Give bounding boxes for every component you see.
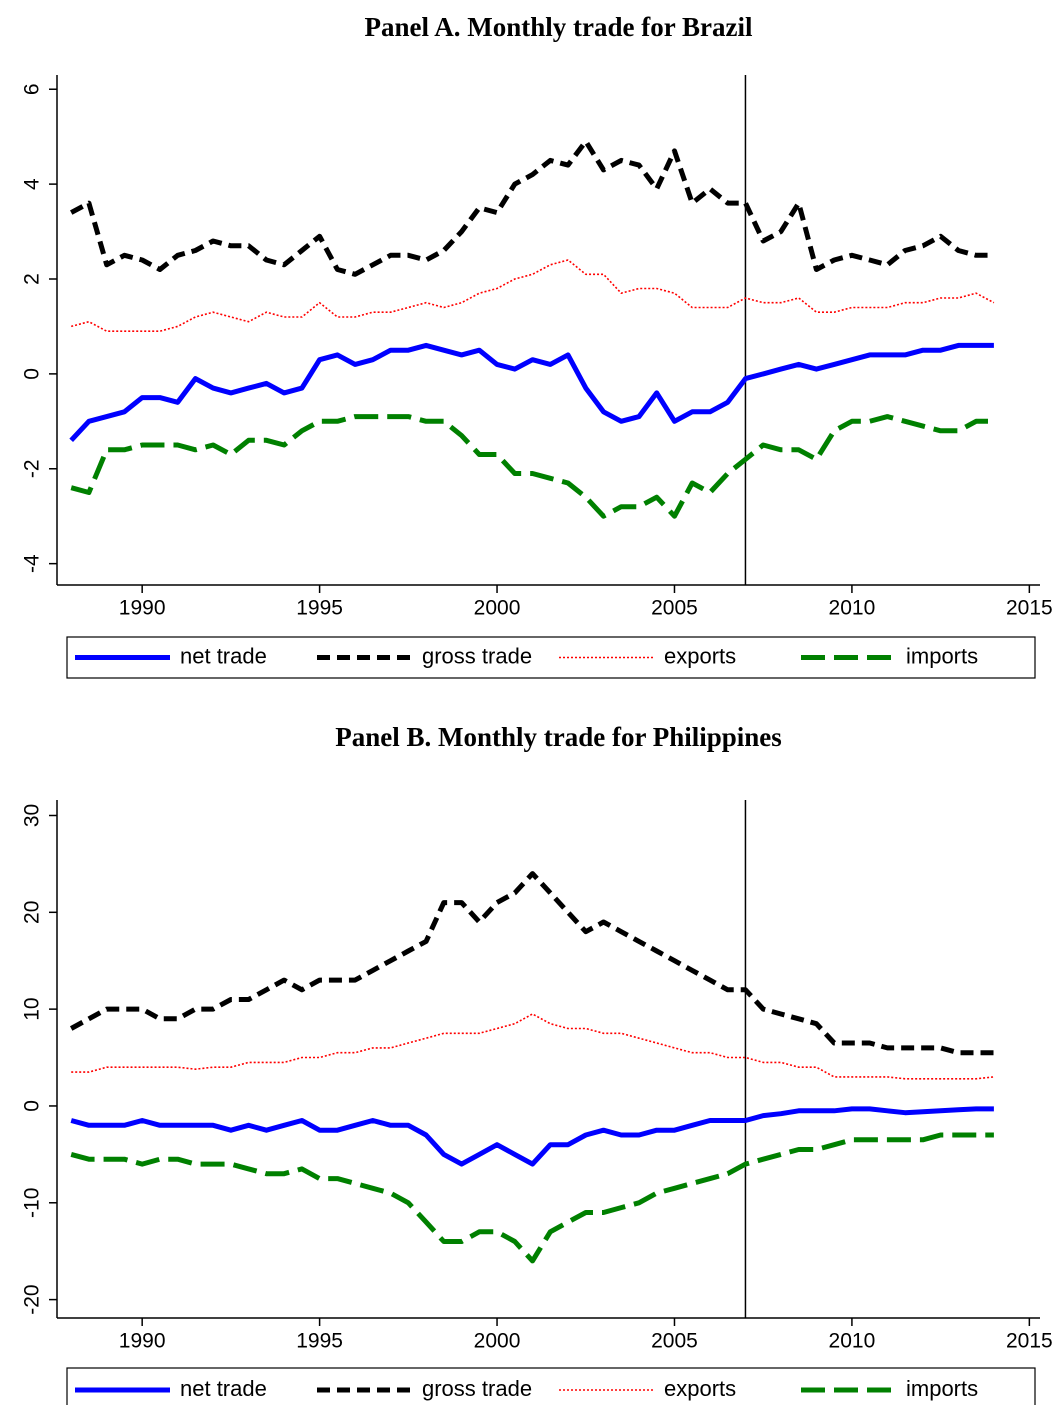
y-tick-label: 20 — [21, 901, 44, 924]
chart-title: Panel B. Monthly trade for Philippines — [335, 722, 782, 752]
series-line — [70, 259, 995, 332]
y-tick-label: 0 — [21, 1100, 44, 1112]
legend-label: gross trade — [422, 643, 532, 668]
legend-box — [66, 636, 1036, 679]
x-tick-label: 1995 — [296, 597, 343, 620]
series-line — [69, 871, 994, 1056]
x-tick-label: 2010 — [829, 597, 876, 620]
y-tick-label: 10 — [21, 997, 44, 1020]
y-tick-label: -4 — [21, 554, 44, 573]
x-tick-label: 2015 — [1006, 597, 1053, 620]
x-tick-label: 2015 — [1006, 1330, 1053, 1353]
y-tick-label: -2 — [21, 459, 44, 478]
series-line — [70, 414, 994, 519]
series-line — [70, 1106, 994, 1167]
y-tick-label: 6 — [21, 83, 44, 95]
legend-label: exports — [664, 1376, 736, 1401]
legend-label: gross trade — [422, 1376, 532, 1401]
y-tick-label: 2 — [21, 273, 44, 285]
x-tick-label: 1995 — [296, 1330, 343, 1353]
y-tick-label: 0 — [21, 368, 44, 380]
y-tick-label: 4 — [21, 178, 44, 190]
x-tick-label: 2000 — [474, 597, 521, 620]
legend-box — [66, 1367, 1036, 1405]
series-line — [70, 1132, 994, 1264]
series-line — [70, 138, 994, 277]
y-tick-label: -20 — [21, 1284, 44, 1314]
legend-label: imports — [906, 1376, 978, 1401]
series-line — [71, 1013, 994, 1080]
series-line — [69, 342, 994, 443]
x-tick-label: 2010 — [829, 1330, 876, 1353]
y-tick-label: -10 — [21, 1188, 44, 1218]
x-tick-label: 2005 — [651, 1330, 698, 1353]
legend-label: exports — [664, 643, 736, 668]
x-tick-label: 2000 — [474, 1330, 521, 1353]
x-tick-label: 2005 — [651, 597, 698, 620]
x-tick-label: 1990 — [119, 597, 166, 620]
y-tick-label: 30 — [21, 804, 44, 827]
legend-label: net trade — [180, 643, 267, 668]
x-tick-label: 1990 — [119, 1330, 166, 1353]
legend-label: imports — [906, 643, 978, 668]
legend-label: net trade — [180, 1376, 267, 1401]
chart-title: Panel A. Monthly trade for Brazil — [365, 12, 753, 42]
